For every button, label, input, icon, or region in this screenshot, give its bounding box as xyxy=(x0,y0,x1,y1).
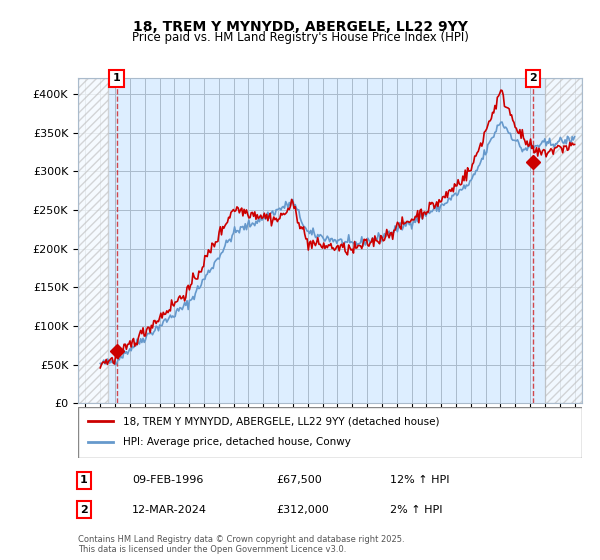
Text: 2: 2 xyxy=(529,73,537,83)
Text: £67,500: £67,500 xyxy=(276,475,322,486)
Text: 2: 2 xyxy=(80,505,88,515)
Text: 1: 1 xyxy=(113,73,121,83)
FancyBboxPatch shape xyxy=(78,407,582,458)
Text: Contains HM Land Registry data © Crown copyright and database right 2025.
This d: Contains HM Land Registry data © Crown c… xyxy=(78,535,404,554)
Text: £312,000: £312,000 xyxy=(276,505,329,515)
Text: 12% ↑ HPI: 12% ↑ HPI xyxy=(390,475,449,486)
Text: Price paid vs. HM Land Registry's House Price Index (HPI): Price paid vs. HM Land Registry's House … xyxy=(131,31,469,44)
Text: 09-FEB-1996: 09-FEB-1996 xyxy=(132,475,203,486)
Text: HPI: Average price, detached house, Conwy: HPI: Average price, detached house, Conw… xyxy=(124,437,351,447)
Text: 1: 1 xyxy=(80,475,88,486)
Text: 18, TREM Y MYNYDD, ABERGELE, LL22 9YY (detached house): 18, TREM Y MYNYDD, ABERGELE, LL22 9YY (d… xyxy=(124,416,440,426)
Text: 2% ↑ HPI: 2% ↑ HPI xyxy=(390,505,443,515)
Text: 18, TREM Y MYNYDD, ABERGELE, LL22 9YY: 18, TREM Y MYNYDD, ABERGELE, LL22 9YY xyxy=(133,20,467,34)
Text: 12-MAR-2024: 12-MAR-2024 xyxy=(132,505,207,515)
Bar xyxy=(78,78,107,403)
